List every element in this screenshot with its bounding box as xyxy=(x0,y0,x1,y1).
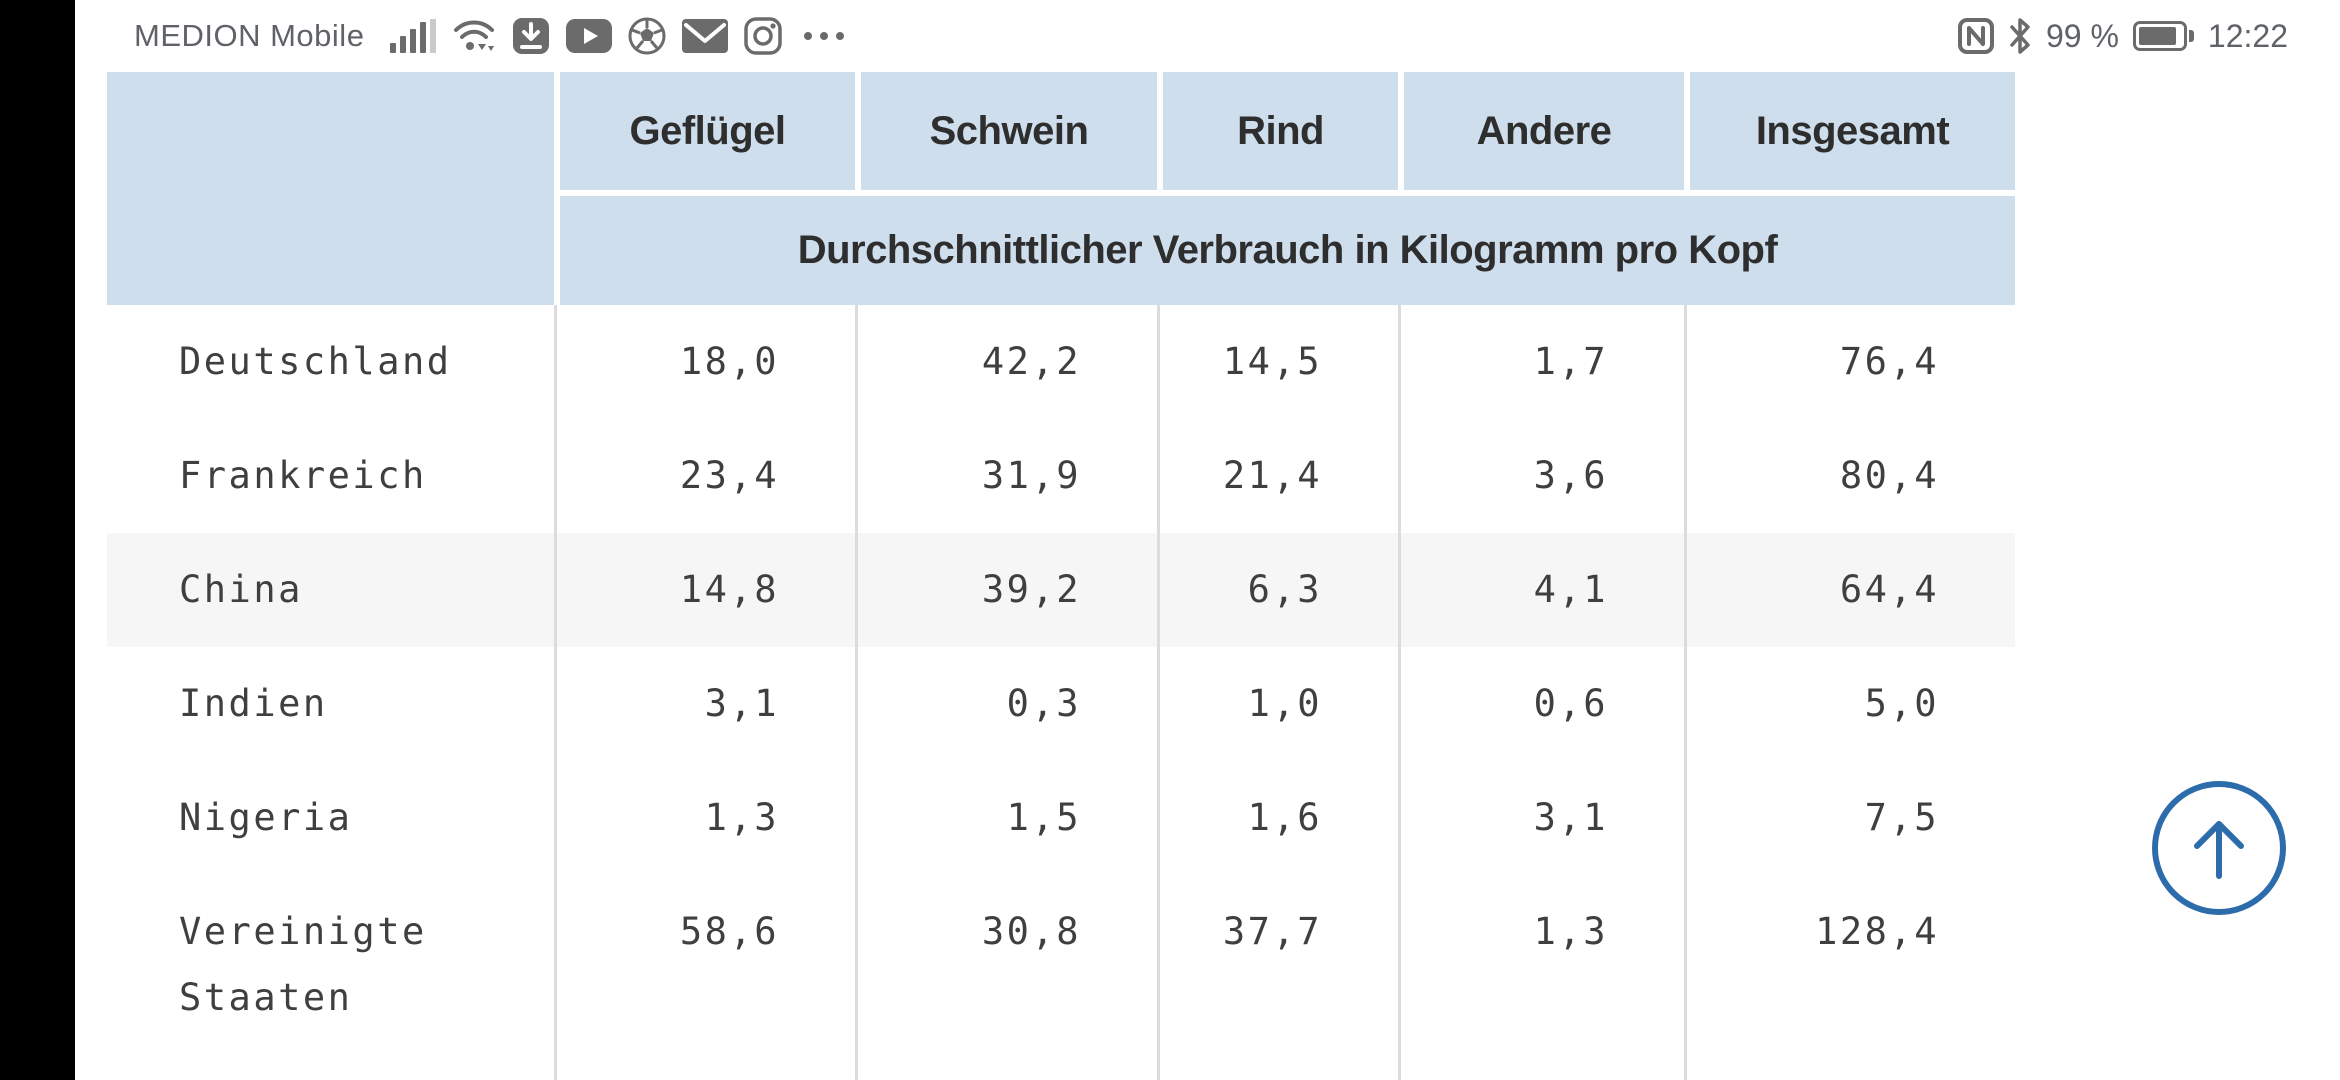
meat-consumption-table: Geflügel Schwein Rind Andere Insgesamt D… xyxy=(107,72,2015,1080)
header-corner-cell xyxy=(107,72,554,305)
clock-label: 12:22 xyxy=(2207,17,2288,54)
signal-strength-icon xyxy=(390,19,437,53)
cell-value: 0,6 xyxy=(1398,647,1684,761)
cell-value: 1,3 xyxy=(1398,875,1684,1080)
bluetooth-icon xyxy=(2008,17,2032,55)
cell-value: 5,0 xyxy=(1684,647,2015,761)
cell-value: 18,0 xyxy=(554,305,855,419)
carrier-label: MEDION Mobile xyxy=(134,18,365,53)
notch-black-strip xyxy=(0,0,75,1080)
cell-value: 3,1 xyxy=(554,647,855,761)
cell-value: 7,5 xyxy=(1684,761,2015,875)
table-row-nigeria: Nigeria 1,3 1,5 1,6 3,1 7,5 xyxy=(107,761,2015,875)
more-dots-icon xyxy=(804,32,845,40)
cell-value: 1,5 xyxy=(855,761,1157,875)
column-header-gefluegel: Geflügel xyxy=(554,72,855,190)
table-subheader: Durchschnittlicher Verbrauch in Kilogram… xyxy=(554,196,2015,305)
column-header-insgesamt: Insgesamt xyxy=(1684,72,2015,190)
download-icon xyxy=(512,17,550,55)
cell-value: 42,2 xyxy=(855,305,1157,419)
cell-value: 37,7 xyxy=(1157,875,1398,1080)
cell-value: 23,4 xyxy=(554,419,855,533)
row-label: Nigeria xyxy=(179,796,353,839)
cell-value: 76,4 xyxy=(1684,305,2015,419)
cell-value: 1,0 xyxy=(1157,647,1398,761)
scroll-to-top-button[interactable] xyxy=(2152,781,2286,915)
table-row-vereinigte-staaten: Vereinigte Staaten 58,6 30,8 37,7 1,3 12… xyxy=(107,875,2015,1080)
column-header-schwein: Schwein xyxy=(855,72,1157,190)
row-label: Deutschland xyxy=(179,340,452,383)
instagram-icon xyxy=(744,17,783,55)
cell-value: 31,9 xyxy=(855,419,1157,533)
row-label: Frankreich xyxy=(179,454,427,497)
cell-value: 64,4 xyxy=(1684,533,2015,647)
cell-value: 4,1 xyxy=(1398,533,1684,647)
cell-value: 58,6 xyxy=(554,875,855,1080)
status-bar: MEDION Mobile xyxy=(134,0,2288,72)
cell-value: 14,8 xyxy=(554,533,855,647)
battery-percent-label: 99 % xyxy=(2045,17,2119,54)
cell-value: 3,1 xyxy=(1398,761,1684,875)
battery-icon xyxy=(2132,21,2194,51)
column-header-rind: Rind xyxy=(1157,72,1398,190)
table-row-deutschland: Deutschland 18,0 42,2 14,5 1,7 76,4 xyxy=(107,305,2015,419)
cell-value: 39,2 xyxy=(855,533,1157,647)
cell-value: 14,5 xyxy=(1157,305,1398,419)
row-label: Vereinigte Staaten xyxy=(179,910,427,1019)
table-row-indien: Indien 3,1 0,3 1,0 0,6 5,0 xyxy=(107,647,2015,761)
mail-icon xyxy=(682,19,729,53)
soccer-ball-icon xyxy=(628,17,666,55)
column-header-andere: Andere xyxy=(1398,72,1684,190)
cell-value: 1,6 xyxy=(1157,761,1398,875)
cell-value: 21,4 xyxy=(1157,419,1398,533)
row-label: Indien xyxy=(179,682,328,725)
table-row-china: China 14,8 39,2 6,3 4,1 64,4 xyxy=(107,533,2015,647)
youtube-icon xyxy=(566,19,613,53)
cell-value: 1,3 xyxy=(554,761,855,875)
cell-value: 80,4 xyxy=(1684,419,2015,533)
row-label: China xyxy=(179,568,303,611)
cell-value: 128,4 xyxy=(1684,875,2015,1080)
cell-value: 30,8 xyxy=(855,875,1157,1080)
status-bar-right: 99 % 12:22 xyxy=(1957,17,2288,55)
arrow-up-icon xyxy=(2181,810,2257,886)
cell-value: 3,6 xyxy=(1398,419,1684,533)
nfc-icon xyxy=(1957,18,1994,54)
table-body: Deutschland 18,0 42,2 14,5 1,7 76,4 Fran… xyxy=(107,305,2015,1080)
cell-value: 6,3 xyxy=(1157,533,1398,647)
status-bar-left: MEDION Mobile xyxy=(134,16,845,56)
cell-value: 0,3 xyxy=(855,647,1157,761)
table-row-frankreich: Frankreich 23,4 31,9 21,4 3,6 80,4 xyxy=(107,419,2015,533)
cell-value: 1,7 xyxy=(1398,305,1684,419)
wifi-icon xyxy=(452,16,496,56)
table-header: Geflügel Schwein Rind Andere Insgesamt D… xyxy=(107,72,2015,305)
